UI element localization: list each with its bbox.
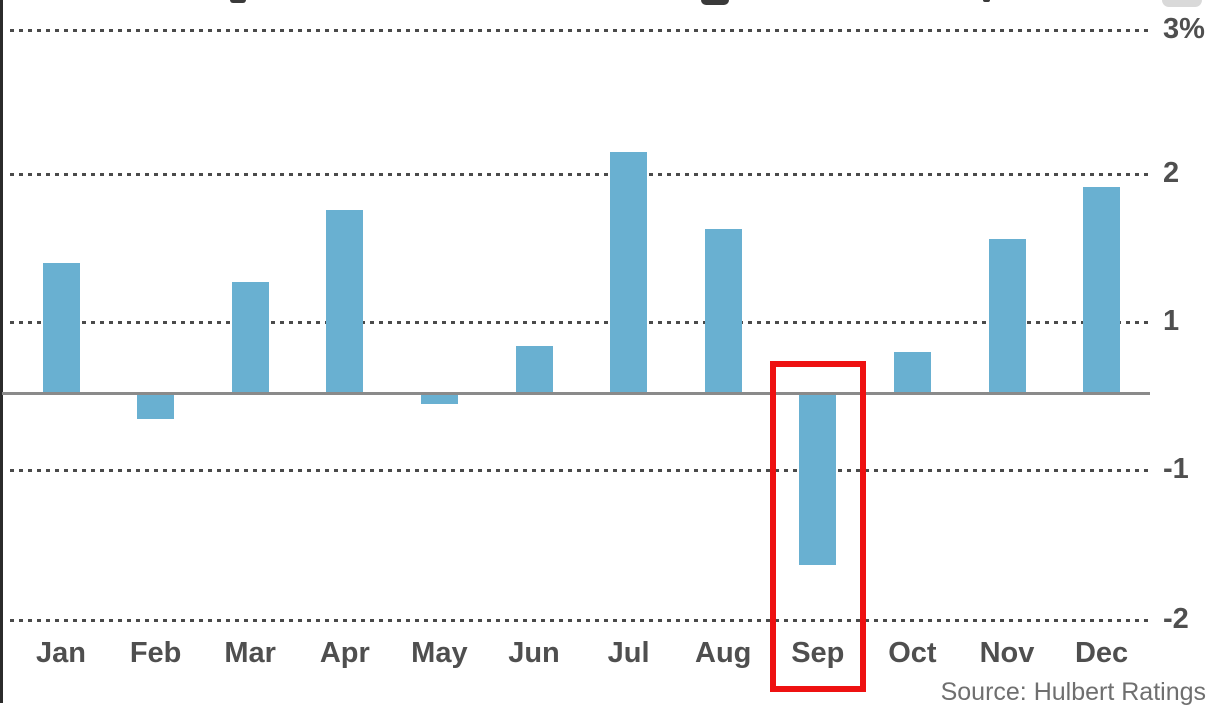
gridline-2 xyxy=(10,173,1150,176)
x-axis-label-apr: Apr xyxy=(319,637,370,669)
bar-jan xyxy=(42,262,80,394)
x-axis-label-jul: Jul xyxy=(607,637,650,669)
bar-jun xyxy=(515,346,553,394)
bar-dec xyxy=(1083,187,1121,394)
gridline--1 xyxy=(10,469,1150,472)
bar-oct xyxy=(893,352,931,394)
y-axis-tick-label: 1 xyxy=(1163,305,1180,337)
y-axis-tick-label: 3% xyxy=(1163,13,1205,45)
zero-baseline xyxy=(2,392,1150,395)
x-axis-label-may: May xyxy=(411,637,468,669)
highlight-box-september xyxy=(769,361,866,692)
bar-may xyxy=(420,394,458,404)
bar-aug xyxy=(704,228,742,394)
bar-jul xyxy=(610,152,648,394)
bar-nov xyxy=(988,239,1026,394)
cropped-title-fragment xyxy=(1162,0,1202,7)
x-axis-label-oct: Oct xyxy=(888,637,937,669)
bar-apr xyxy=(326,209,364,394)
gridline-1 xyxy=(10,321,1150,324)
x-axis-label-nov: Nov xyxy=(979,637,1035,669)
cropped-title-fragment xyxy=(701,0,729,5)
x-axis-label-mar: Mar xyxy=(224,637,276,669)
cropped-title-fragment xyxy=(983,0,990,2)
bar-sep xyxy=(799,394,837,565)
gridline-3 xyxy=(10,29,1150,32)
y-axis-tick-label: 2 xyxy=(1163,157,1180,189)
y-axis-tick-label: -2 xyxy=(1163,603,1189,635)
x-axis-label-dec: Dec xyxy=(1074,637,1129,669)
gridline--2 xyxy=(10,619,1150,622)
source-credit: Source: Hulbert Ratings xyxy=(940,678,1206,706)
x-axis-label-feb: Feb xyxy=(129,637,182,669)
x-axis-label-sep: Sep xyxy=(791,637,845,669)
cropped-title-fragment xyxy=(230,0,246,3)
y-axis-line xyxy=(0,0,3,703)
bar-feb xyxy=(137,394,175,420)
x-axis-label-aug: Aug xyxy=(695,637,752,669)
y-axis-tick-label: -1 xyxy=(1163,453,1189,485)
bar-mar xyxy=(231,282,269,394)
x-axis-label-jun: Jun xyxy=(508,637,560,669)
x-axis-label-jan: Jan xyxy=(36,637,86,669)
